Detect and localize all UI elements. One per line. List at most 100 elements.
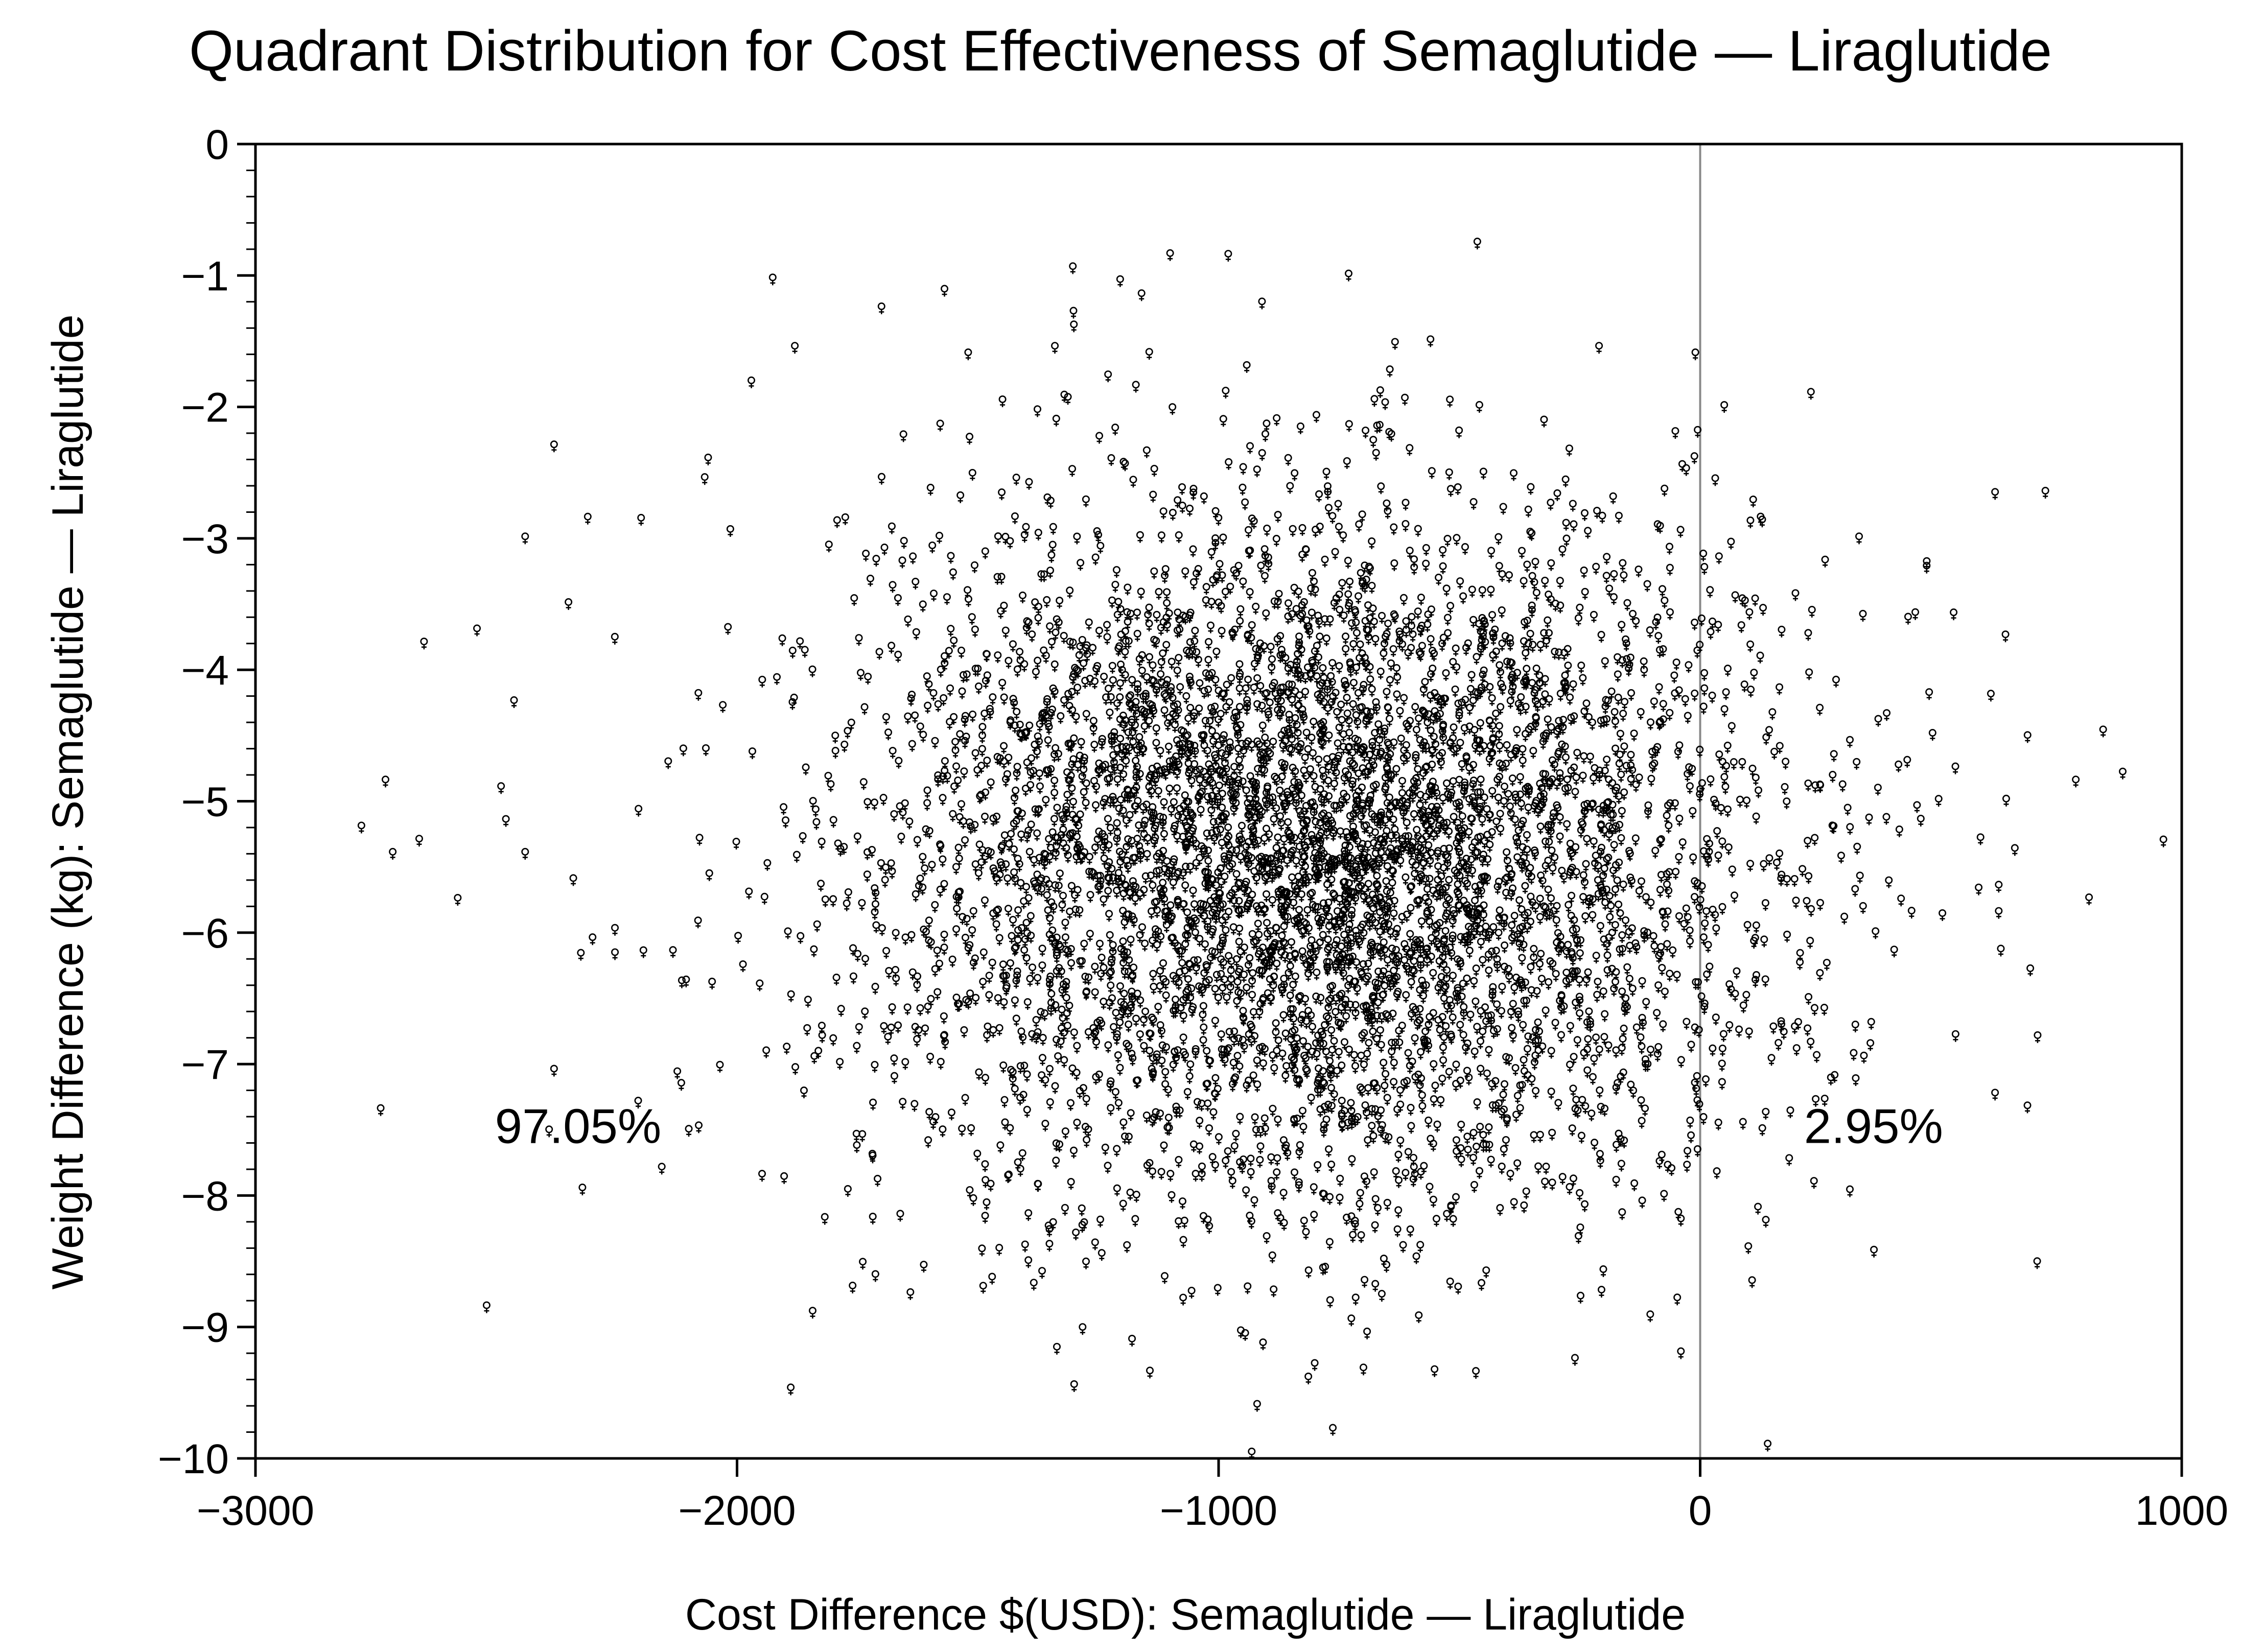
data-point bbox=[909, 741, 915, 752]
data-point bbox=[1713, 925, 1719, 936]
data-point bbox=[1914, 802, 1920, 813]
data-point bbox=[1883, 710, 1889, 721]
data-point bbox=[1021, 661, 1028, 672]
data-point bbox=[842, 741, 848, 752]
data-point bbox=[1043, 652, 1049, 664]
data-point bbox=[959, 1125, 965, 1137]
data-point bbox=[670, 947, 676, 958]
data-point bbox=[1252, 1114, 1258, 1125]
data-point bbox=[1113, 567, 1119, 578]
data-point bbox=[1008, 831, 1014, 842]
data-point bbox=[982, 1074, 988, 1085]
data-point bbox=[804, 1025, 810, 1036]
data-point bbox=[1369, 686, 1375, 697]
data-point bbox=[920, 601, 926, 612]
data-point bbox=[1687, 927, 1693, 938]
data-point bbox=[1238, 948, 1244, 959]
data-point bbox=[1679, 839, 1686, 850]
data-point bbox=[1703, 908, 1709, 919]
data-point bbox=[1201, 688, 1207, 699]
data-point bbox=[511, 697, 517, 708]
data-point bbox=[830, 896, 836, 907]
data-point bbox=[871, 799, 877, 811]
data-point bbox=[818, 880, 824, 891]
data-point bbox=[845, 1186, 851, 1197]
data-point bbox=[1950, 609, 1956, 620]
data-point bbox=[869, 846, 875, 858]
data-point bbox=[1728, 538, 1734, 550]
data-point bbox=[1576, 1010, 1582, 1021]
data-point bbox=[1337, 828, 1343, 839]
data-point bbox=[1446, 1069, 1452, 1080]
data-point bbox=[1099, 954, 1105, 965]
data-point bbox=[1639, 1043, 1645, 1054]
data-point bbox=[861, 704, 868, 715]
data-point bbox=[1297, 423, 1303, 434]
data-point bbox=[1585, 969, 1591, 980]
data-point bbox=[1020, 1034, 1026, 1045]
data-point bbox=[1394, 674, 1400, 685]
data-point bbox=[969, 469, 975, 481]
data-point bbox=[908, 932, 915, 943]
data-point bbox=[891, 1073, 897, 1084]
data-point bbox=[1083, 1258, 1089, 1269]
data-point bbox=[1503, 889, 1509, 901]
data-point bbox=[1521, 1056, 1527, 1068]
data-point bbox=[879, 925, 885, 936]
data-point bbox=[1570, 1085, 1576, 1097]
data-point bbox=[1368, 538, 1374, 549]
data-point bbox=[1274, 960, 1280, 972]
data-point bbox=[1220, 534, 1226, 546]
data-point bbox=[1336, 663, 1342, 674]
data-point bbox=[2003, 795, 2009, 807]
data-point bbox=[1216, 1134, 1222, 1145]
data-point bbox=[1268, 1154, 1274, 1165]
data-point bbox=[1395, 1207, 1402, 1218]
data-point bbox=[872, 909, 878, 920]
data-point bbox=[1327, 1297, 1333, 1308]
data-point bbox=[702, 474, 708, 485]
data-point bbox=[1273, 925, 1279, 936]
data-point bbox=[1381, 650, 1387, 662]
data-point bbox=[1724, 665, 1731, 676]
data-point bbox=[1608, 903, 1614, 914]
data-point bbox=[1525, 506, 1531, 517]
data-point bbox=[725, 624, 731, 635]
data-point bbox=[1473, 1367, 1479, 1379]
data-point bbox=[1677, 527, 1684, 538]
data-point bbox=[1736, 1026, 1742, 1037]
data-point bbox=[1427, 1184, 1433, 1195]
data-point bbox=[1688, 1042, 1694, 1053]
data-point bbox=[1169, 658, 1175, 670]
data-point bbox=[1379, 612, 1385, 624]
data-point bbox=[941, 286, 947, 297]
data-point bbox=[1101, 896, 1107, 907]
data-point bbox=[1212, 535, 1218, 546]
data-point bbox=[851, 595, 857, 606]
data-point bbox=[1804, 838, 1810, 849]
data-point bbox=[1905, 613, 1911, 625]
data-point bbox=[826, 541, 832, 552]
data-point bbox=[805, 997, 811, 1008]
data-point bbox=[1464, 1134, 1470, 1145]
data-point bbox=[703, 745, 709, 756]
data-point bbox=[1337, 606, 1343, 618]
data-point bbox=[784, 1043, 790, 1054]
data-point bbox=[1034, 830, 1040, 841]
data-point bbox=[678, 1079, 684, 1091]
data-point bbox=[996, 1244, 1002, 1256]
data-point bbox=[1130, 477, 1136, 488]
data-point bbox=[612, 633, 618, 645]
data-point bbox=[1074, 533, 1080, 545]
data-point bbox=[1070, 798, 1076, 810]
data-point bbox=[1497, 742, 1503, 753]
data-point bbox=[1257, 1157, 1263, 1168]
data-point bbox=[1112, 1089, 1118, 1100]
data-point bbox=[1769, 709, 1776, 720]
data-point bbox=[1039, 962, 1045, 973]
data-point bbox=[917, 1005, 923, 1016]
data-point bbox=[1830, 771, 1836, 783]
data-point bbox=[1289, 611, 1295, 622]
data-point bbox=[1621, 1025, 1627, 1036]
data-point bbox=[1259, 298, 1265, 310]
